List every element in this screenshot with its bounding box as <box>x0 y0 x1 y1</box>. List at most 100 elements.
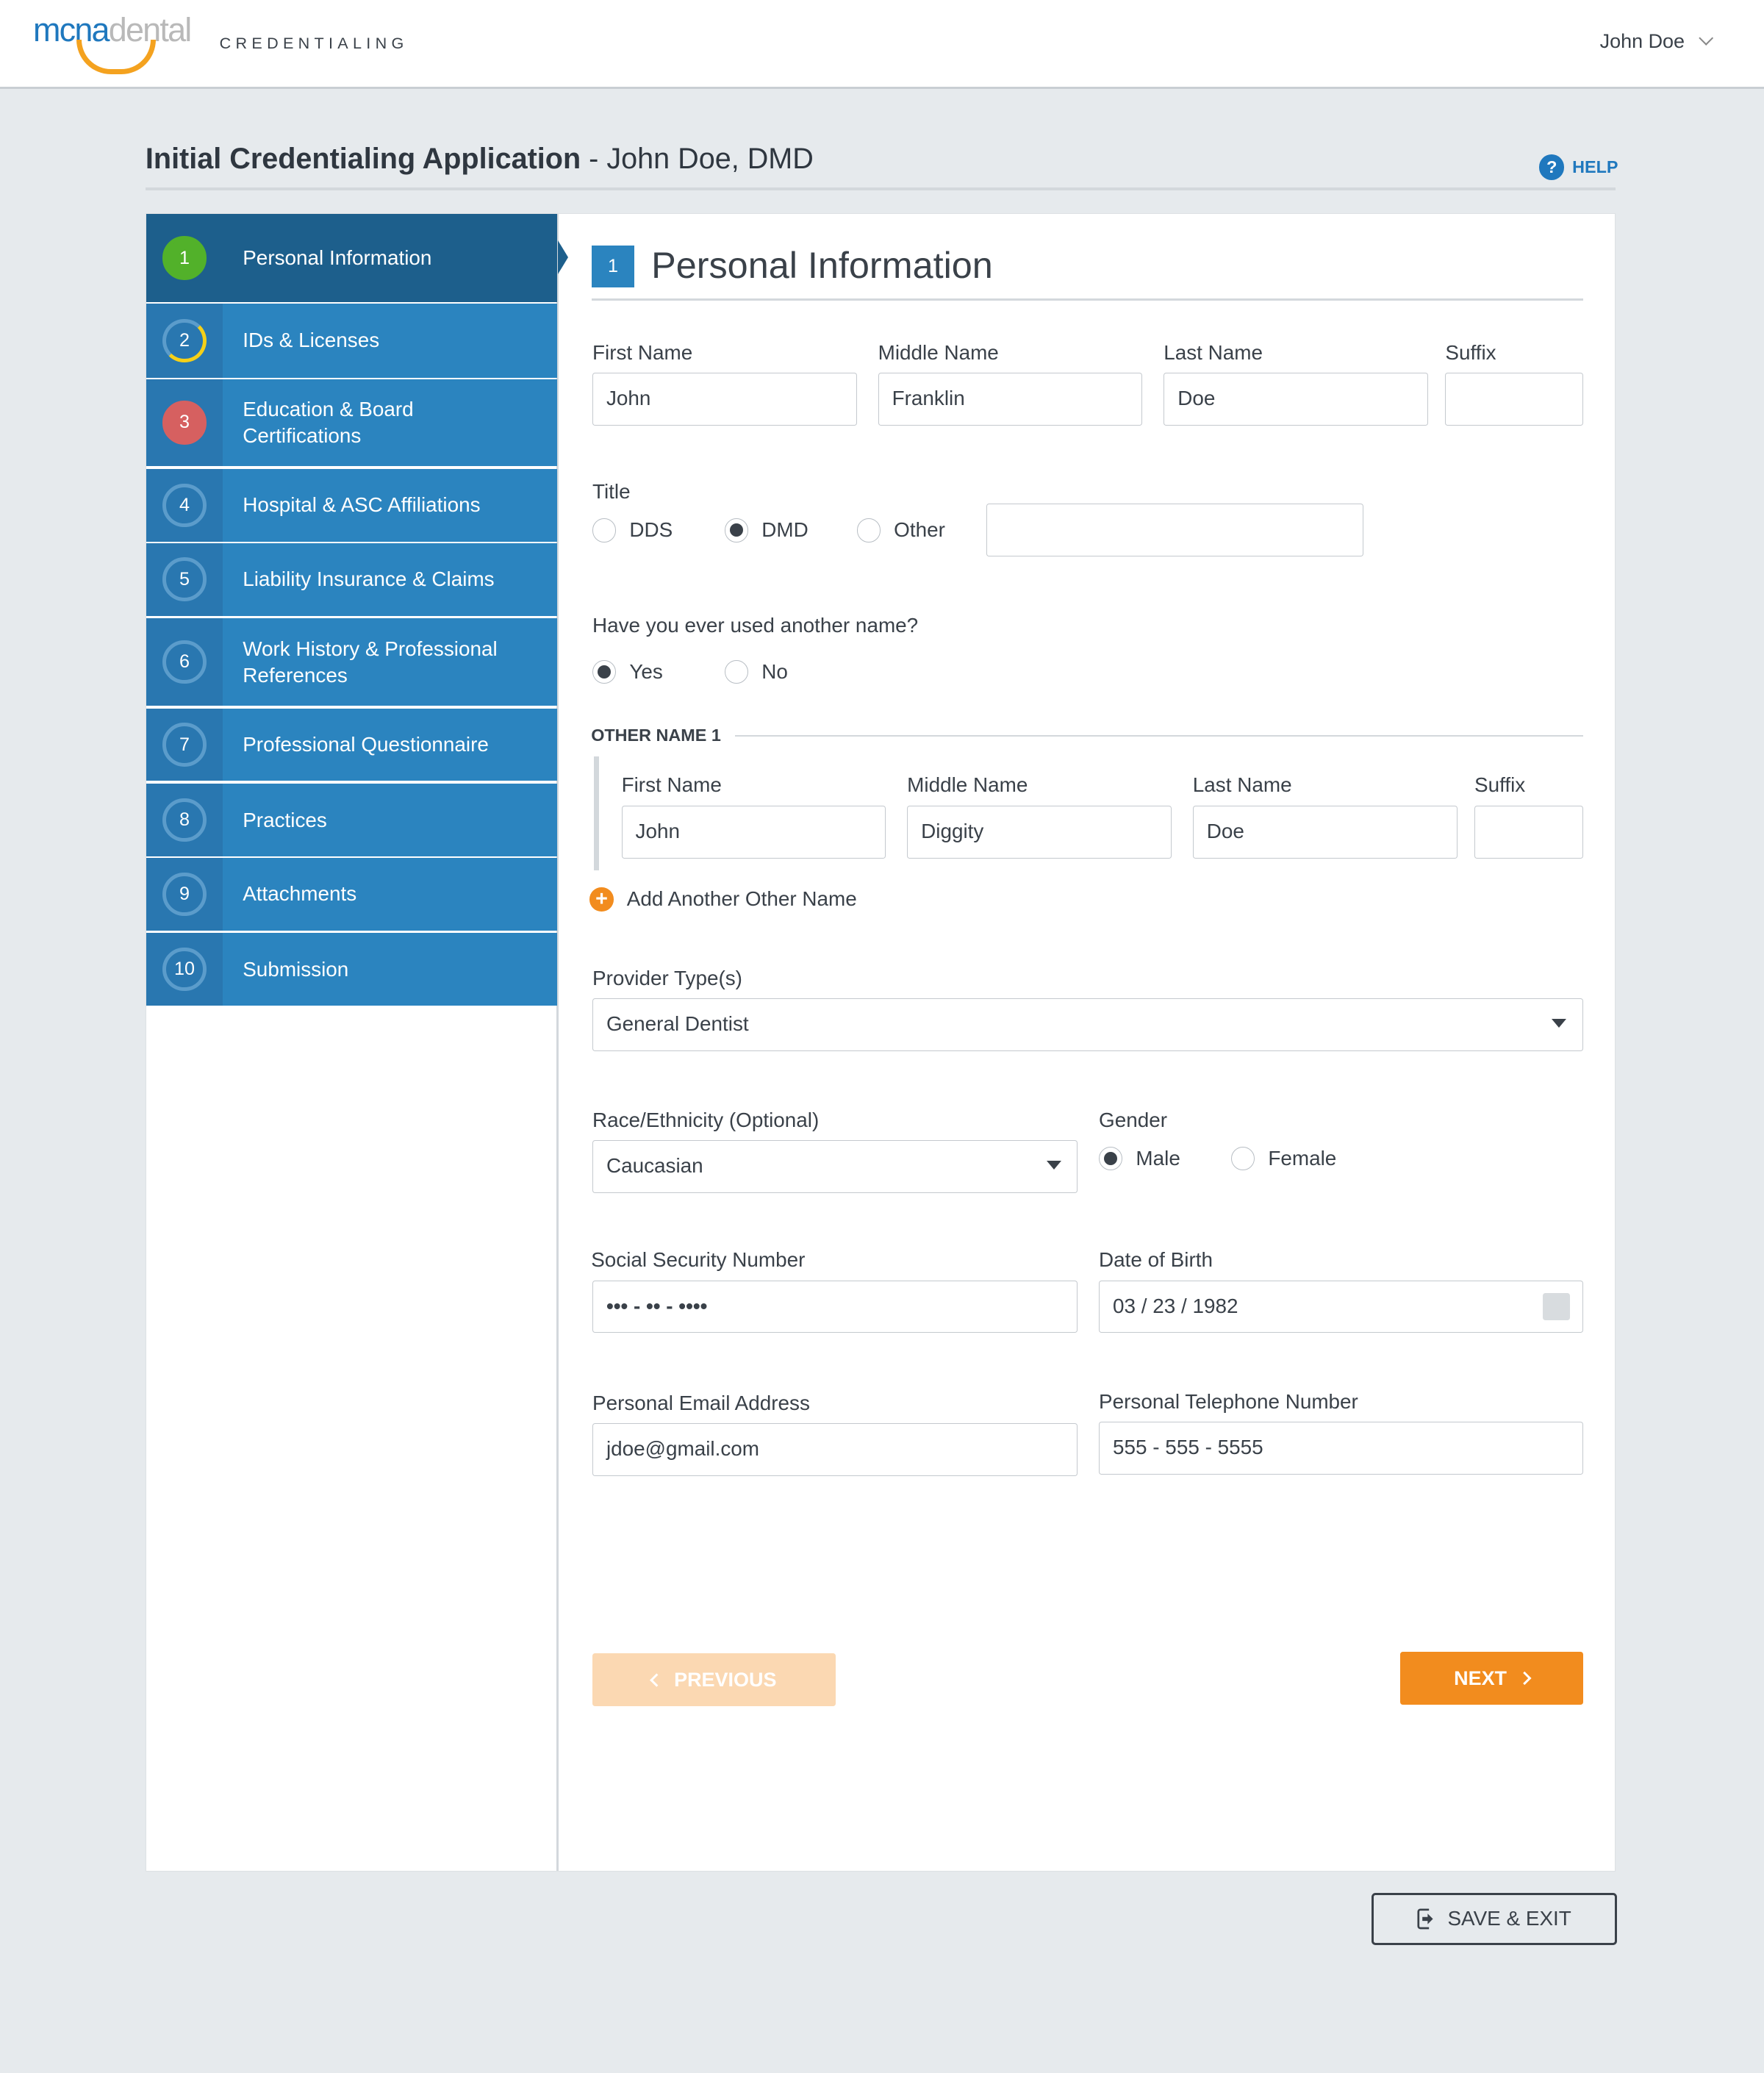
step-number-cell: 3 <box>146 379 223 467</box>
sidebar-item-label: Education & Board Certifications <box>243 397 414 447</box>
provider-type-select[interactable]: General Dentist <box>592 998 1583 1052</box>
ssn-label: Social Security Number <box>591 1248 806 1272</box>
radio-selected-icon <box>724 518 749 543</box>
calendar-icon[interactable] <box>1542 1292 1571 1321</box>
sidebar-item-2[interactable]: 2 IDs & Licenses <box>146 303 558 378</box>
caret-down-icon <box>1551 1019 1566 1028</box>
divider <box>145 187 1616 191</box>
other-middle-label: Middle Name <box>907 773 1028 797</box>
provider-type-label: Provider Type(s) <box>592 967 742 990</box>
sidebar-item-label: Liability Insurance & Claims <box>243 568 495 591</box>
sidebar-item-label: Attachments <box>243 882 357 906</box>
step-number-cell: 10 <box>146 933 223 1006</box>
step-status-icon: 4 <box>162 483 207 527</box>
email-input[interactable]: jdoe@gmail.com <box>592 1422 1078 1476</box>
middle-name-input[interactable]: Franklin <box>878 373 1143 426</box>
sidebar-item-label: IDs & Licenses <box>243 329 380 352</box>
radio-icon <box>724 659 749 684</box>
logo[interactable]: mcnadental <box>32 11 192 49</box>
previous-button[interactable]: PREVIOUS <box>592 1653 836 1706</box>
other-middle-input[interactable]: Diggity <box>907 805 1172 859</box>
chevron-left-icon <box>649 1672 663 1686</box>
help-link[interactable]: ? HELP <box>1539 154 1618 180</box>
sidebar-item-6[interactable]: 6 Work History & Professional References <box>146 618 558 706</box>
active-pointer <box>557 240 568 274</box>
sidebar-item-4[interactable]: 4 Hospital & ASC Affiliations <box>146 468 558 542</box>
first-name-input[interactable]: John <box>592 373 857 426</box>
title-other-input[interactable] <box>986 504 1363 557</box>
step-status-icon: 1 <box>162 236 207 280</box>
gender-radio-male[interactable]: Male <box>1099 1146 1180 1171</box>
dob-label: Date of Birth <box>1099 1248 1213 1272</box>
title-radio-dds[interactable]: DDS <box>592 518 673 543</box>
other-suffix-input[interactable] <box>1474 805 1583 859</box>
step-number-cell: 6 <box>146 618 223 706</box>
step-status-icon: 6 <box>162 640 207 684</box>
phone-input[interactable]: 555 - 555 - 5555 <box>1099 1422 1583 1475</box>
phone-label: Personal Telephone Number <box>1099 1389 1358 1413</box>
chevron-down-icon <box>1698 30 1714 46</box>
other-name-radio-yes[interactable]: Yes <box>592 659 663 684</box>
group-bar <box>593 756 599 870</box>
other-last-label: Last Name <box>1192 773 1292 797</box>
product-name: CREDENTIALING <box>219 33 409 52</box>
race-label: Race/Ethnicity (Optional) <box>592 1108 820 1131</box>
step-number-cell: 4 <box>146 468 223 542</box>
sidebar-item-8[interactable]: 8 Practices <box>146 784 558 856</box>
step-number-cell: 9 <box>146 857 223 931</box>
other-name-heading: OTHER NAME 1 <box>591 725 721 745</box>
middle-name-label: Middle Name <box>878 341 999 365</box>
step-status-icon: 10 <box>162 948 207 992</box>
race-select[interactable]: Caucasian <box>592 1139 1078 1193</box>
add-other-name-button[interactable]: + Add Another Other Name <box>589 887 857 912</box>
title-radio-other[interactable]: Other <box>856 518 945 543</box>
sidebar-item-label: Hospital & ASC Affiliations <box>243 493 481 517</box>
step-number-cell: 1 <box>146 213 223 303</box>
page-title: Initial Credentialing Application - John… <box>145 142 814 175</box>
sidebar-item-label: Work History & Professional References <box>243 637 498 687</box>
step-status-icon: 2 <box>162 318 207 363</box>
step-sidebar: 1 Personal Information 2 IDs & Licenses 3 Edu… <box>146 213 568 1871</box>
next-button[interactable]: NEXT <box>1400 1652 1583 1705</box>
sidebar-item-3[interactable]: 3 Education & Board Certifications <box>146 379 558 467</box>
app-header: mcnadental CREDENTIALING John Doe <box>0 0 1764 89</box>
logo-smile-icon <box>76 39 157 74</box>
radio-selected-icon <box>1099 1146 1123 1171</box>
other-suffix-label: Suffix <box>1474 773 1526 797</box>
sidebar-item-label: Practices <box>243 808 327 831</box>
other-name-question: Have you ever used another name? <box>592 613 919 637</box>
title-radio-dmd[interactable]: DMD <box>724 518 808 543</box>
other-first-label: First Name <box>621 773 722 797</box>
step-number-cell: 7 <box>146 708 223 781</box>
step-status-icon: 3 <box>162 401 207 445</box>
other-first-input[interactable]: John <box>621 805 886 859</box>
sidebar-item-10[interactable]: 10 Submission <box>146 933 558 1006</box>
gender-label: Gender <box>1099 1108 1168 1131</box>
step-number-cell: 8 <box>146 784 223 856</box>
sidebar-item-1[interactable]: 1 Personal Information <box>146 213 568 303</box>
other-last-input[interactable]: Doe <box>1192 805 1458 859</box>
title-label: Title <box>592 480 631 504</box>
save-exit-button[interactable]: SAVE & EXIT <box>1371 1892 1618 1946</box>
step-number-cell: 5 <box>146 543 223 616</box>
user-menu[interactable]: John Doe <box>1600 29 1714 53</box>
ssn-input[interactable]: ••• - •• - •••• <box>592 1280 1078 1333</box>
other-name-radio-no[interactable]: No <box>724 659 788 684</box>
help-icon: ? <box>1539 154 1565 180</box>
sidebar-item-label: Submission <box>243 957 349 981</box>
sidebar-item-7[interactable]: 7 Professional Questionnaire <box>146 708 558 781</box>
step-number-cell: 2 <box>146 303 223 378</box>
dob-input[interactable]: 03 / 23 / 1982 <box>1099 1280 1583 1333</box>
sidebar-item-9[interactable]: 9 Attachments <box>146 857 558 931</box>
last-name-input[interactable]: Doe <box>1164 373 1429 426</box>
radio-selected-icon <box>592 659 617 684</box>
step-status-icon: 7 <box>162 723 207 767</box>
suffix-input[interactable] <box>1445 373 1583 426</box>
radio-icon <box>592 518 617 543</box>
sidebar-item-5[interactable]: 5 Liability Insurance & Claims <box>146 543 558 616</box>
step-status-icon: 5 <box>162 557 207 601</box>
gender-radio-female[interactable]: Female <box>1230 1146 1336 1171</box>
suffix-label: Suffix <box>1445 341 1496 365</box>
radio-icon <box>1230 1146 1255 1171</box>
exit-icon <box>1417 1908 1433 1930</box>
